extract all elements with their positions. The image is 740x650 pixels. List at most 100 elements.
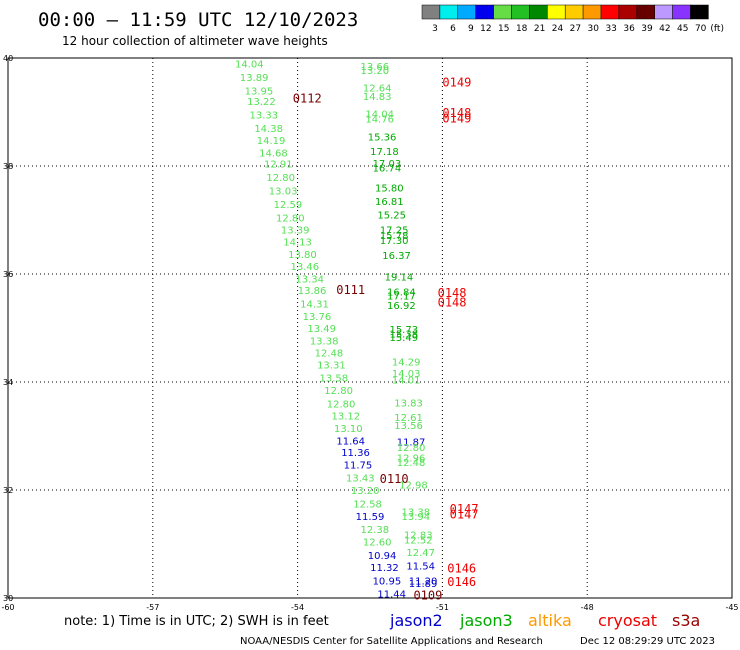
swh-label: 12.48 xyxy=(315,348,344,359)
swh-label: 14.04 xyxy=(365,110,394,121)
colorbar-swatch xyxy=(618,4,638,20)
swh-label: 13.46 xyxy=(291,262,320,273)
colorbar-tick: 27 xyxy=(570,24,581,34)
chart-subtitle: 12 hour collection of altimeter wave hei… xyxy=(62,34,328,48)
x-tick-label: -60 xyxy=(1,603,14,612)
colorbar-tick: 24 xyxy=(552,24,564,34)
swh-label: 12.80 xyxy=(397,443,426,454)
swh-label: 13.38 xyxy=(402,508,431,519)
swh-label: 11.75 xyxy=(344,461,373,472)
swh-label: 11.89 xyxy=(409,579,438,590)
swh-label: 13.22 xyxy=(247,97,276,108)
swh-label: 11.87 xyxy=(397,437,426,448)
cycle-label: 0109 xyxy=(413,588,442,602)
x-tick-label: -54 xyxy=(291,603,304,612)
chart-title: 00:00 – 11:59 UTC 12/10/2023 xyxy=(38,9,358,31)
cycle-label: 0148 xyxy=(438,286,467,300)
swh-label: 17.18 xyxy=(370,147,399,158)
y-tick-label: 34 xyxy=(3,378,13,387)
satellite-legend: jason2 jason3 altika cryosat s3a xyxy=(389,611,700,630)
colorbar-swatch xyxy=(547,4,566,20)
colorbar-tick: 15 xyxy=(498,24,509,34)
swh-label: 12.80 xyxy=(276,213,305,224)
y-tick-label: 30 xyxy=(3,594,13,603)
swh-label: 17.30 xyxy=(380,236,409,247)
swh-label: 14.83 xyxy=(363,92,392,103)
swh-label: 14.19 xyxy=(257,136,286,147)
cycle-label: 0110 xyxy=(380,472,409,486)
colorbar-tick: 12 xyxy=(480,24,491,34)
x-axis: -60 -57 -54 -51 -48 -45 xyxy=(1,603,738,612)
swh-label: 15.73 xyxy=(389,325,418,336)
swh-label: 11.36 xyxy=(341,448,370,459)
swh-label: 13.56 xyxy=(394,421,423,432)
swh-label: 12.48 xyxy=(397,458,426,469)
colorbar-tick: 3 xyxy=(432,24,438,34)
colorbar-swatch xyxy=(654,4,673,20)
swh-label: 10.94 xyxy=(368,551,397,562)
swh-label: 12.83 xyxy=(404,530,433,541)
swh-label: 13.94 xyxy=(402,512,431,523)
swh-label: 15.25 xyxy=(377,211,406,222)
swh-label: 13.76 xyxy=(303,312,332,323)
y-tick-label: 40 xyxy=(3,54,13,63)
cycle-label: 0146 xyxy=(447,561,476,575)
swh-label: 12.59 xyxy=(274,200,303,211)
colorbar-swatch xyxy=(439,4,459,20)
y-tick-label: 32 xyxy=(3,486,13,495)
colorbar-swatch xyxy=(672,4,691,20)
colorbar-swatch xyxy=(529,4,548,20)
colorbar-swatch xyxy=(421,4,441,20)
swh-label: 13.95 xyxy=(245,86,274,97)
swh-label: 15.80 xyxy=(375,184,404,195)
colorbar-tick: 9 xyxy=(468,24,474,34)
colorbar-tick: 21 xyxy=(534,24,545,34)
swh-label: 17.25 xyxy=(380,226,409,237)
cycle-label: 0149 xyxy=(442,111,471,125)
swh-label: 13.34 xyxy=(295,274,324,285)
swh-label: 13.20 xyxy=(361,66,390,77)
colorbar-tick: 30 xyxy=(588,24,600,34)
cycle-label: 0112 xyxy=(293,92,322,106)
swh-label: 13.38 xyxy=(310,336,339,347)
swh-label: 11.59 xyxy=(356,512,385,523)
cycle-label: 0148 xyxy=(438,296,467,310)
swh-label: 12.47 xyxy=(406,548,435,559)
swh-label: 13.12 xyxy=(332,411,361,422)
y-tick-label: 36 xyxy=(3,270,13,279)
swh-label: 11.54 xyxy=(406,562,435,573)
cycle-label: 0148 xyxy=(442,106,471,120)
y-axis: 40 38 36 34 32 30 xyxy=(3,54,13,603)
credit-text: NOAA/NESDIS Center for Satellite Applica… xyxy=(240,636,543,647)
colorbar-tick: 6 xyxy=(450,24,456,34)
swh-label: 19.14 xyxy=(385,273,414,284)
swh-label: 11.44 xyxy=(377,590,406,601)
x-tick-label: -45 xyxy=(725,603,738,612)
swh-label: 12.80 xyxy=(327,400,356,411)
colorbar-swatch xyxy=(493,4,512,20)
swh-label: 13.31 xyxy=(317,361,346,372)
swh-label: 13.83 xyxy=(394,399,423,410)
colorbar-tick: 18 xyxy=(516,24,528,34)
swh-label: 13.49 xyxy=(307,324,336,335)
satellite-altika: altika xyxy=(528,611,572,630)
colorbar-swatch xyxy=(582,4,602,20)
swh-label: 12.80 xyxy=(266,173,295,184)
swh-label: 11.64 xyxy=(336,436,365,447)
note-text: note: 1) Time is in UTC; 2) SWH is in fe… xyxy=(64,614,329,629)
swh-label: 15.36 xyxy=(368,132,397,143)
swh-label: 13.39 xyxy=(281,226,310,237)
x-tick-label: -48 xyxy=(581,603,594,612)
cycle-label: 0146 xyxy=(447,575,476,589)
swh-label: 13.20 xyxy=(351,486,380,497)
swh-label: 17.17 xyxy=(387,292,416,303)
cycle-label: 0147 xyxy=(450,502,479,516)
swh-label: 14.31 xyxy=(300,300,329,311)
swh-label: 13.03 xyxy=(269,186,298,197)
swh-label: 13.58 xyxy=(319,374,348,385)
swh-label: 13.33 xyxy=(249,111,278,122)
swh-label: 16.84 xyxy=(387,287,416,298)
cycle-label: 0147 xyxy=(450,507,479,521)
swh-label: 10.95 xyxy=(373,577,402,588)
